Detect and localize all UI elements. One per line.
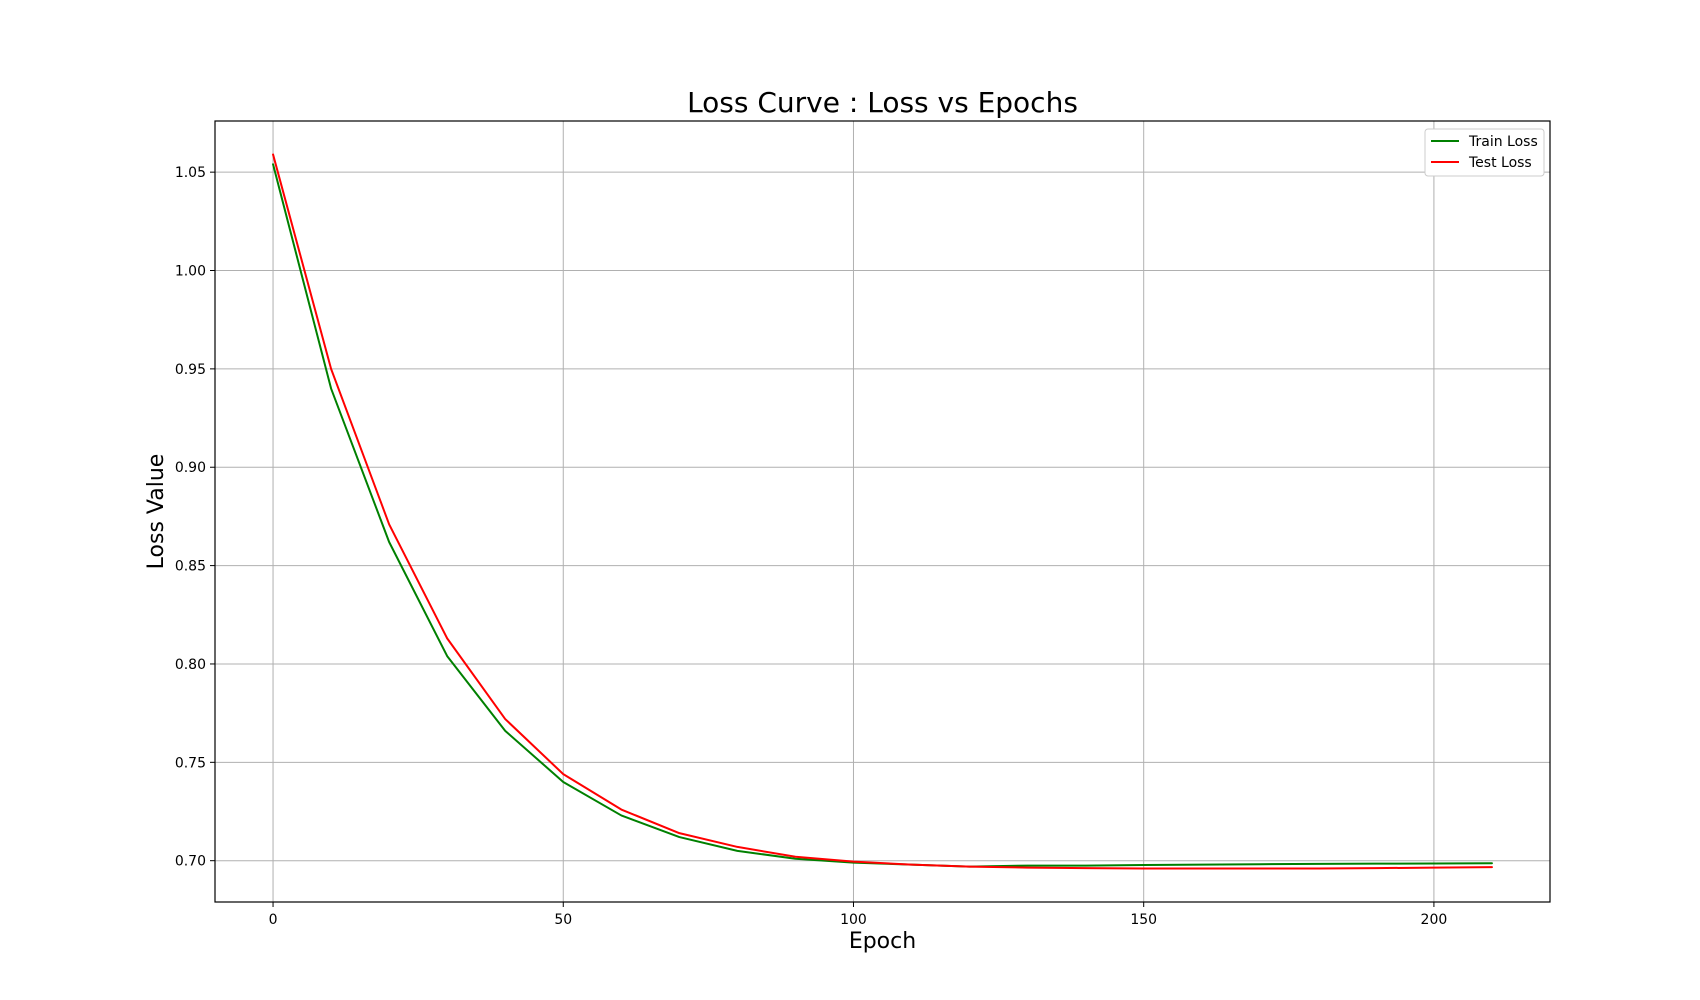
y-tick-label: 0.95: [175, 362, 206, 378]
x-tick-label: 50: [554, 912, 572, 928]
y-tick-label: 0.90: [175, 460, 206, 476]
y-tick-label: 1.00: [175, 264, 206, 280]
plot-frame: [214, 120, 1551, 903]
y-tick-label: 0.85: [175, 559, 206, 575]
x-tick-label: 100: [840, 912, 867, 928]
x-axis-label: Epoch: [849, 929, 916, 954]
x-tick-label: 0: [269, 912, 278, 928]
y-axis-label: Loss Value: [144, 454, 169, 570]
x-tick-label: 200: [1421, 912, 1448, 928]
y-tick-label: 0.70: [175, 854, 206, 870]
series-lines: [272, 153, 1493, 870]
y-tick-label: 0.80: [175, 657, 206, 673]
test-loss-line: [272, 153, 1493, 870]
x-tick-label: 150: [1130, 912, 1157, 928]
y-tick-label: 0.75: [175, 755, 206, 771]
legend: Train Loss Test Loss: [1424, 128, 1545, 177]
legend-label-test-loss: Test Loss: [1468, 155, 1532, 171]
x-axis-ticks: 0 50 100 150 200: [269, 902, 1448, 928]
y-axis-ticks: 0.70 0.75 0.80 0.85 0.90 0.95 1.00 1.05: [175, 165, 215, 870]
chart-title: Loss Curve : Loss vs Epochs: [687, 86, 1078, 119]
legend-label-train-loss: Train Loss: [1468, 134, 1538, 150]
y-tick-label: 1.05: [175, 165, 206, 181]
grid-lines: [215, 121, 1550, 902]
